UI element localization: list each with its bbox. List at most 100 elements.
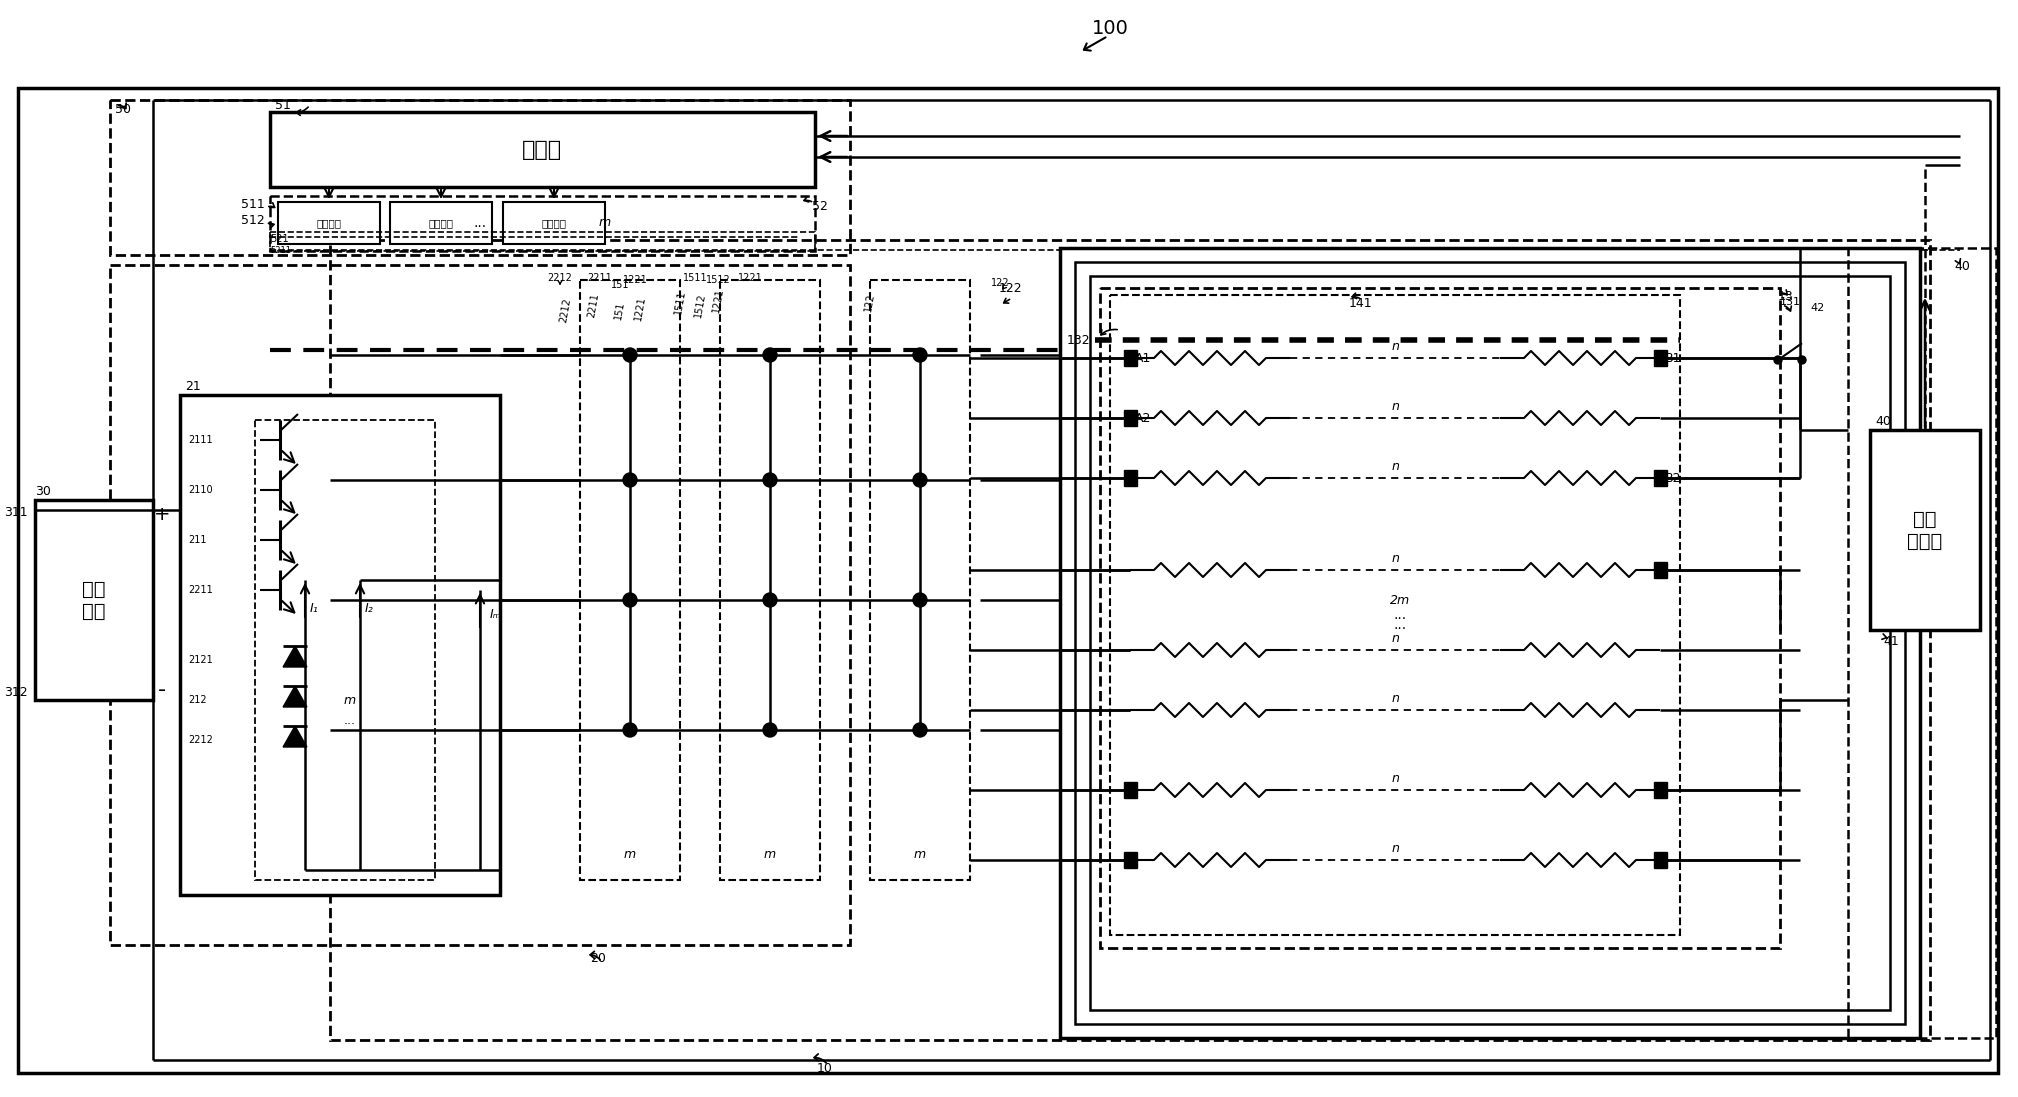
Text: 122: 122: [991, 278, 1009, 289]
Bar: [1653, 350, 1667, 366]
Circle shape: [624, 593, 638, 607]
Text: 122: 122: [999, 282, 1021, 295]
Bar: [720, 280, 819, 880]
Bar: [270, 112, 815, 186]
Bar: [1090, 276, 1891, 1010]
Bar: [1653, 562, 1667, 578]
Text: m: m: [765, 848, 777, 861]
Text: ...: ...: [474, 216, 486, 230]
Text: 放大单元: 放大单元: [541, 218, 567, 228]
Text: 2212: 2212: [547, 273, 573, 283]
Circle shape: [763, 593, 777, 607]
Text: n: n: [1390, 771, 1398, 784]
Bar: [270, 231, 815, 251]
Text: 1221: 1221: [624, 275, 648, 285]
Text: I₂: I₂: [365, 601, 373, 614]
Text: 42: 42: [1810, 303, 1824, 313]
Text: 151: 151: [613, 299, 626, 320]
Text: 40: 40: [1953, 260, 1970, 273]
Text: 212: 212: [188, 695, 206, 705]
Text: 5211: 5211: [270, 246, 291, 255]
Text: 2212: 2212: [557, 297, 571, 324]
Text: 2m: 2m: [1390, 593, 1411, 607]
Text: n: n: [1390, 632, 1398, 645]
Text: 132: 132: [1066, 333, 1090, 347]
Text: 511: 511: [242, 199, 264, 212]
Bar: [1871, 430, 1980, 630]
Bar: [1653, 470, 1667, 486]
Bar: [1059, 248, 1919, 1038]
Bar: [180, 395, 500, 895]
Text: 输出
传感器: 输出 传感器: [1907, 509, 1943, 551]
Text: 1512: 1512: [706, 275, 731, 285]
Circle shape: [624, 348, 638, 362]
Bar: [1653, 782, 1667, 798]
Bar: [1653, 852, 1667, 868]
Text: 51: 51: [274, 99, 291, 112]
Text: 40: 40: [1875, 415, 1891, 428]
Text: +: +: [153, 506, 170, 524]
Bar: [331, 240, 1929, 1040]
Bar: [502, 202, 605, 244]
Circle shape: [763, 723, 777, 737]
Text: I₁: I₁: [311, 601, 319, 614]
Text: A1: A1: [1134, 351, 1152, 364]
Text: 100: 100: [1092, 19, 1128, 37]
Text: n: n: [1390, 339, 1398, 352]
Text: 141: 141: [1348, 297, 1372, 310]
Text: 1512: 1512: [692, 292, 706, 318]
Text: 10: 10: [817, 1062, 833, 1074]
Text: n: n: [1390, 399, 1398, 412]
Text: n: n: [1390, 552, 1398, 565]
Text: Iₘ: Iₘ: [490, 609, 502, 622]
Text: 2211: 2211: [188, 585, 212, 595]
Bar: [270, 196, 815, 251]
Circle shape: [912, 593, 926, 607]
Text: 1511: 1511: [672, 289, 686, 315]
Text: 30: 30: [34, 485, 50, 498]
Bar: [111, 100, 850, 255]
Bar: [870, 280, 971, 880]
Text: 312: 312: [4, 686, 28, 699]
Bar: [111, 265, 850, 945]
Bar: [1124, 852, 1136, 868]
Circle shape: [912, 348, 926, 362]
Circle shape: [1798, 357, 1806, 364]
Text: 放大单元: 放大单元: [428, 218, 454, 228]
Bar: [18, 88, 1998, 1073]
Text: ...: ...: [1394, 608, 1407, 622]
Text: 2110: 2110: [188, 485, 212, 495]
Text: 131: 131: [1780, 297, 1800, 307]
Circle shape: [763, 473, 777, 487]
Text: B1: B1: [1665, 351, 1681, 364]
Text: 521: 521: [270, 234, 289, 244]
Bar: [1124, 410, 1136, 426]
Bar: [1100, 289, 1780, 948]
Text: ...: ...: [1394, 618, 1407, 632]
Bar: [1076, 262, 1905, 1024]
Circle shape: [912, 723, 926, 737]
Polygon shape: [283, 646, 307, 667]
Text: m: m: [624, 848, 636, 861]
Bar: [34, 500, 153, 700]
Bar: [389, 202, 492, 244]
Text: 1221: 1221: [634, 295, 648, 321]
Text: 1221: 1221: [739, 273, 763, 283]
Text: n: n: [1390, 460, 1398, 473]
Text: 122: 122: [864, 292, 876, 312]
Circle shape: [624, 473, 638, 487]
Text: A2: A2: [1134, 411, 1152, 425]
Text: 41: 41: [1883, 635, 1899, 648]
Text: 2211: 2211: [587, 273, 611, 283]
Text: 311: 311: [4, 506, 28, 519]
Text: 50: 50: [115, 103, 131, 116]
Text: 20: 20: [589, 951, 605, 964]
Text: m: m: [914, 848, 926, 861]
Circle shape: [1774, 357, 1782, 364]
Bar: [278, 202, 379, 244]
Bar: [1848, 248, 1996, 1038]
Text: m: m: [599, 216, 611, 229]
Text: ...: ...: [343, 713, 355, 726]
Bar: [254, 420, 436, 880]
Text: n: n: [1390, 841, 1398, 855]
